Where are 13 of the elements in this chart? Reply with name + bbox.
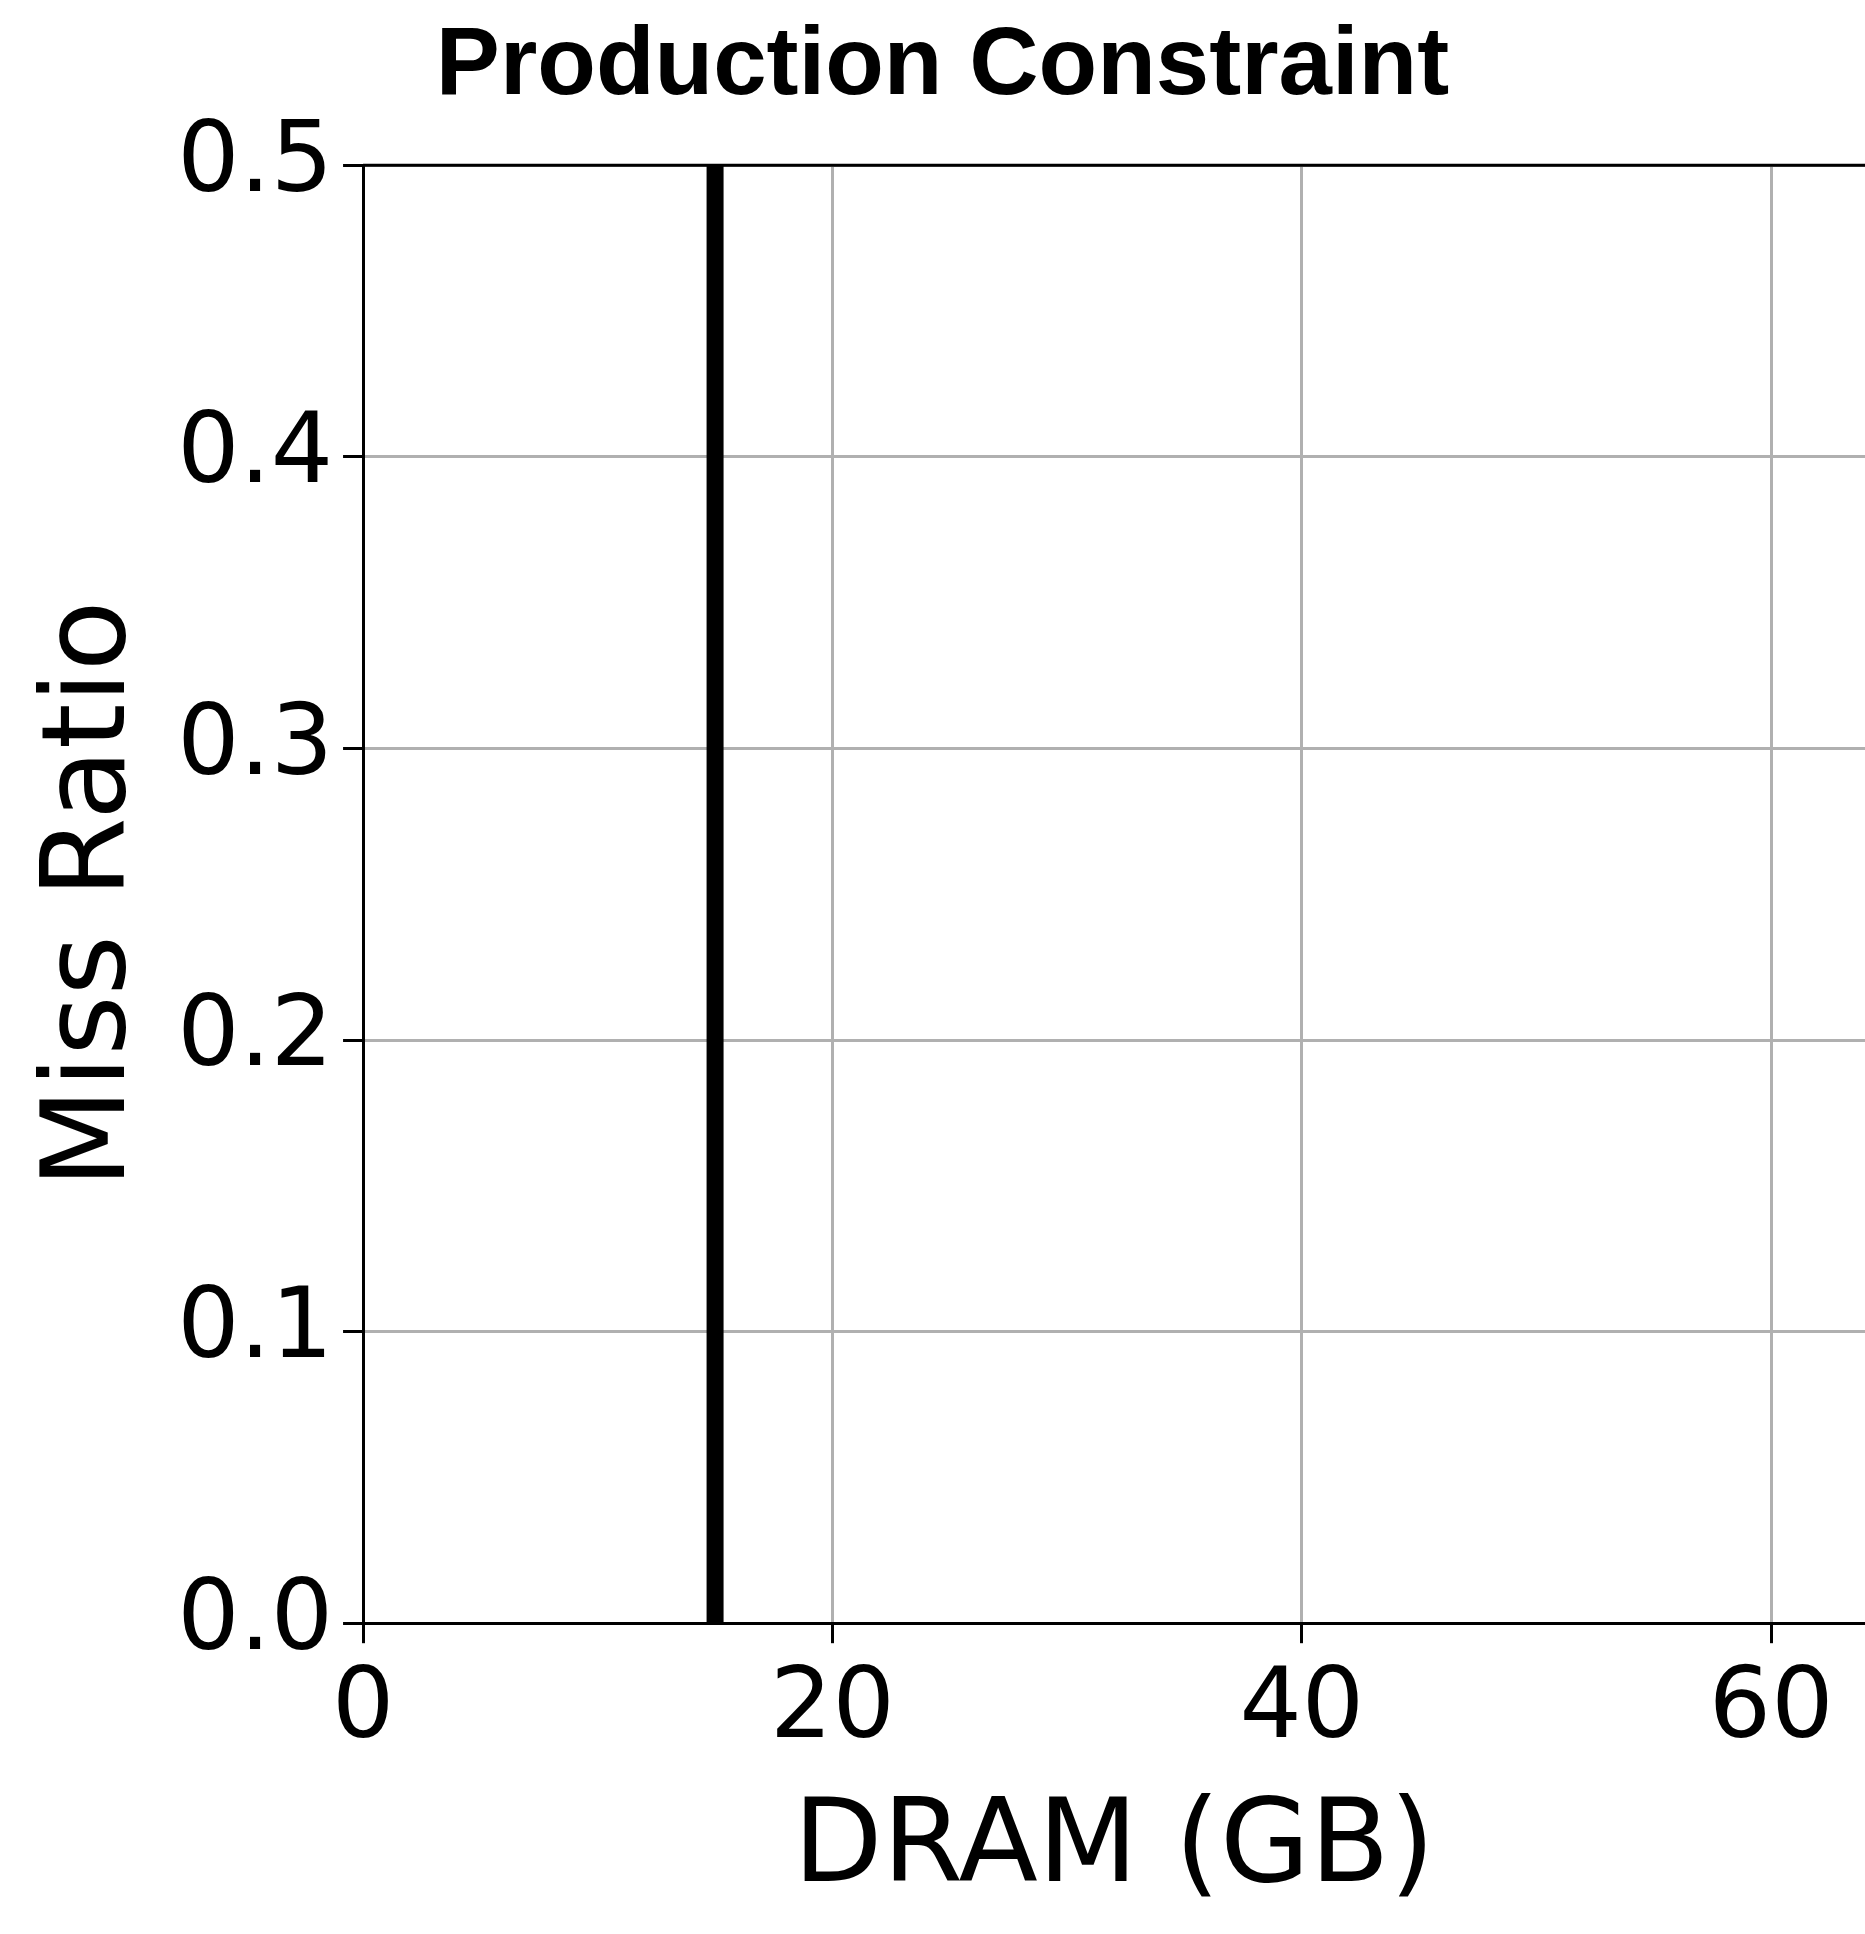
chart-title: Production Constraint [435,7,1450,115]
y-tick-label: 0.3 [177,682,334,797]
y-tick-label: 0.0 [177,1557,334,1672]
x-axis-title: DRAM (GB) [793,1772,1435,1908]
x-tick-label: 0 [331,1646,395,1761]
y-tick-label: 0.2 [177,974,334,1089]
x-tick-label: 40 [1239,1646,1365,1761]
x-tick-label: 60 [1708,1646,1834,1761]
y-tick-label: 0.1 [177,1266,334,1381]
y-tick-label: 0.5 [177,99,334,214]
y-axis-title: Miss Ratio [15,600,151,1189]
y-tick-label: 0.4 [177,391,334,506]
x-tick-label: 20 [770,1646,895,1761]
